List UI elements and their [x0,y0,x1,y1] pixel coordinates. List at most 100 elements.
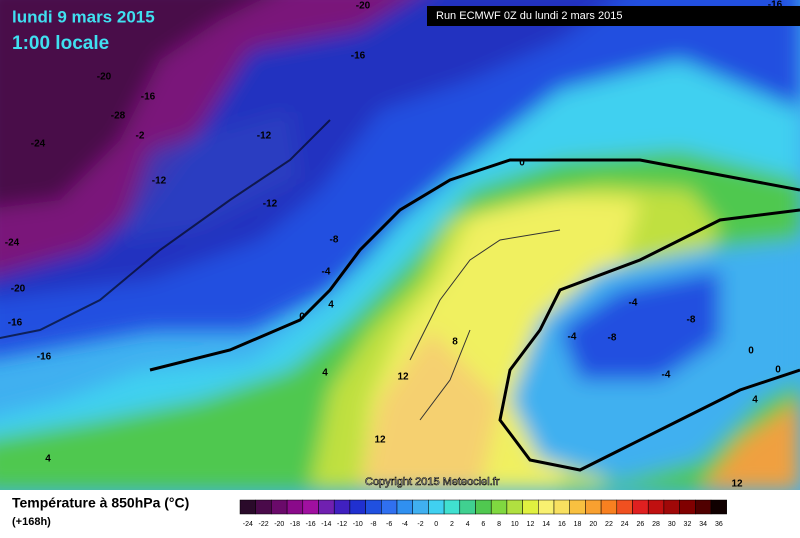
colorbar-cell [349,499,366,515]
contour-label: 4 [328,300,334,311]
colorbar-tick-label: 10 [511,521,519,528]
colorbar-cell [710,499,727,515]
colorbar-cell [522,499,539,515]
contour-label: -4 [322,267,331,278]
colorbar-cell [647,499,665,515]
contour-labels: -20 -16 -16 -20 -16 -28 -2 -24 -12 -12 -12 -24 -8 -20… [5,0,783,490]
colorbar-cell [286,499,304,515]
contour-label: -20 [356,1,371,12]
colorbar-cell [381,499,398,515]
colorbar-tick-label: -20 [274,521,284,528]
colorbar-tick-label: 16 [558,521,566,528]
colorbar-tick-label: 26 [636,521,644,528]
title-date: lundi 9 mars 2015 [12,7,155,26]
contour-label: -2 [136,131,145,142]
contour-label: -4 [662,370,671,381]
contour-label: -16 [37,352,52,363]
contour-label: 4 [752,395,758,406]
colorbar-tick-label: -6 [386,521,392,528]
contour-label: -8 [330,235,339,246]
contour-label: -4 [568,332,577,343]
contour-label: -12 [152,176,167,187]
colorbar-cell [600,499,618,515]
colorbar-tick-label: 12 [527,521,535,528]
colorbar-tick-label: 14 [542,521,550,528]
contour-label: -12 [257,131,272,142]
colorbar-cell [616,499,633,515]
lead-time: (+168h) [12,516,51,528]
zero-isotherm [149,158,800,372]
colorbar-tick-label: 6 [481,521,485,528]
colorbar-cell [318,499,335,515]
contour-label: 0 [519,158,525,169]
contour-label: -28 [111,111,126,122]
colorbar-tick-label: 0 [434,521,438,528]
colorbar-tick-label: -4 [402,521,408,528]
contour-label: -16 [8,318,23,329]
temperature-map: -20 -16 -16 -20 -16 -28 -2 -24 -12 -12 -12 -24 -8 -20… [0,0,800,490]
colorbar-cell [679,499,696,515]
colorbar-tick-label: -22 [258,521,268,528]
contour [0,119,331,340]
contour-label: -24 [5,238,20,249]
colorbar-tick-label: -16 [306,521,316,528]
colorbar-tick-label: 2 [450,521,454,528]
colorbar-cell [695,499,712,515]
contour-label: 8 [452,337,458,348]
run-info: Run ECMWF 0Z du lundi 2 mars 2015 [436,10,622,22]
contour-label: 0 [748,346,754,357]
colorbar-cell [663,499,680,515]
colorbar-tick-label: -2 [417,521,423,528]
contour-label: -8 [687,315,696,326]
copyright: Copyright 2015 Meteociel.fr [365,476,500,488]
contour-label: -8 [608,333,617,344]
contour-label: 4 [45,454,51,465]
contour-label: -12 [263,199,278,210]
title-time: 1:00 locale [12,33,109,54]
colorbar-cell [302,499,319,515]
colorbar-tick-label: 28 [652,521,660,528]
colorbar-tick-label: -14 [321,521,331,528]
run-banner [427,6,800,26]
contour-label: -20 [97,72,112,83]
contour-label: 4 [322,368,328,379]
colorbar-cell [585,499,602,515]
colorbar-cell [271,499,288,515]
colorbar-tick-label: -18 [290,521,300,528]
colorbar-tick-label: 32 [684,521,692,528]
colorbar-cell [632,499,649,515]
colorbar-cell [412,499,429,515]
contour-label: -16 [768,0,783,11]
colorbar-tick-label: -10 [353,521,363,528]
contour-label: -16 [351,51,366,62]
colorbar-cell [553,499,570,515]
colorbar-cell [443,499,461,515]
colorbar-tick-label: 30 [668,521,676,528]
colorbar-tick-label: 34 [699,521,707,528]
contour-label: 12 [731,479,743,490]
colorbar-cell [538,499,555,515]
zero-isotherm [498,208,800,472]
colorbar-tick-label: 24 [621,521,629,528]
colorbar-tick-label: 20 [589,521,597,528]
colorbar-cell [333,499,351,515]
colorbar-cell [396,499,413,515]
colorbar-tick-label: 18 [574,521,582,528]
coastline [409,229,561,421]
colorbar-cell [428,499,445,515]
colorbar-cell [490,499,508,515]
colorbar-cell [365,499,382,515]
contour-label: 0 [775,365,781,376]
colorbar-tick-label: 4 [466,521,470,528]
contour-label: -4 [629,298,638,309]
legend-title: Température à 850hPa (°C) [12,495,189,511]
colorbar-tick-label: -12 [337,521,347,528]
colorbar-tick-label: 36 [715,521,723,528]
contour-label: -24 [31,139,46,150]
colorbar: -24 -22 -20 -18 -16 -14 -12 -10 -8 -6 -4 -2 0 2 4 6 8 10 1… [239,499,727,528]
colorbar-tick-label: 22 [605,521,613,528]
colorbar-tick-label: 8 [497,521,501,528]
contour-label: -16 [141,92,156,103]
colorbar-cell [475,499,492,515]
